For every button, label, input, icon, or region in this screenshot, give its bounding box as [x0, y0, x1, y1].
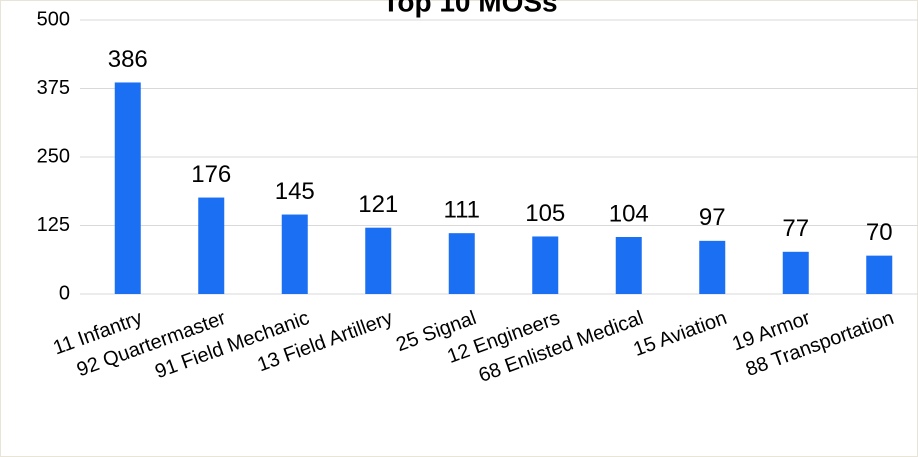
data-label: 70 — [866, 219, 893, 246]
bar — [615, 237, 642, 294]
y-tick-label: 0 — [59, 282, 70, 304]
bar — [114, 82, 141, 294]
data-label: 104 — [609, 200, 649, 227]
bar — [532, 236, 559, 294]
bar — [281, 214, 308, 294]
data-label: 77 — [782, 215, 809, 242]
data-label: 121 — [358, 191, 398, 218]
y-tick-label: 125 — [37, 214, 70, 236]
bar — [782, 251, 809, 294]
y-tick-label: 500 — [37, 8, 70, 30]
bar — [699, 240, 726, 294]
y-tick-label: 250 — [37, 145, 70, 167]
data-label: 176 — [191, 161, 231, 188]
data-label: 105 — [525, 200, 565, 227]
data-label: 111 — [444, 197, 480, 224]
y-tick-label: 375 — [37, 77, 70, 99]
bar — [198, 197, 225, 294]
bar — [365, 227, 392, 294]
bar — [448, 233, 475, 294]
bar — [866, 255, 893, 294]
data-label: 386 — [108, 46, 148, 73]
x-tick-label: 15 Aviation — [631, 307, 730, 361]
data-label: 145 — [275, 178, 315, 205]
data-label: 97 — [699, 204, 726, 231]
chart-title: Top 10 MOSs — [382, 0, 557, 17]
